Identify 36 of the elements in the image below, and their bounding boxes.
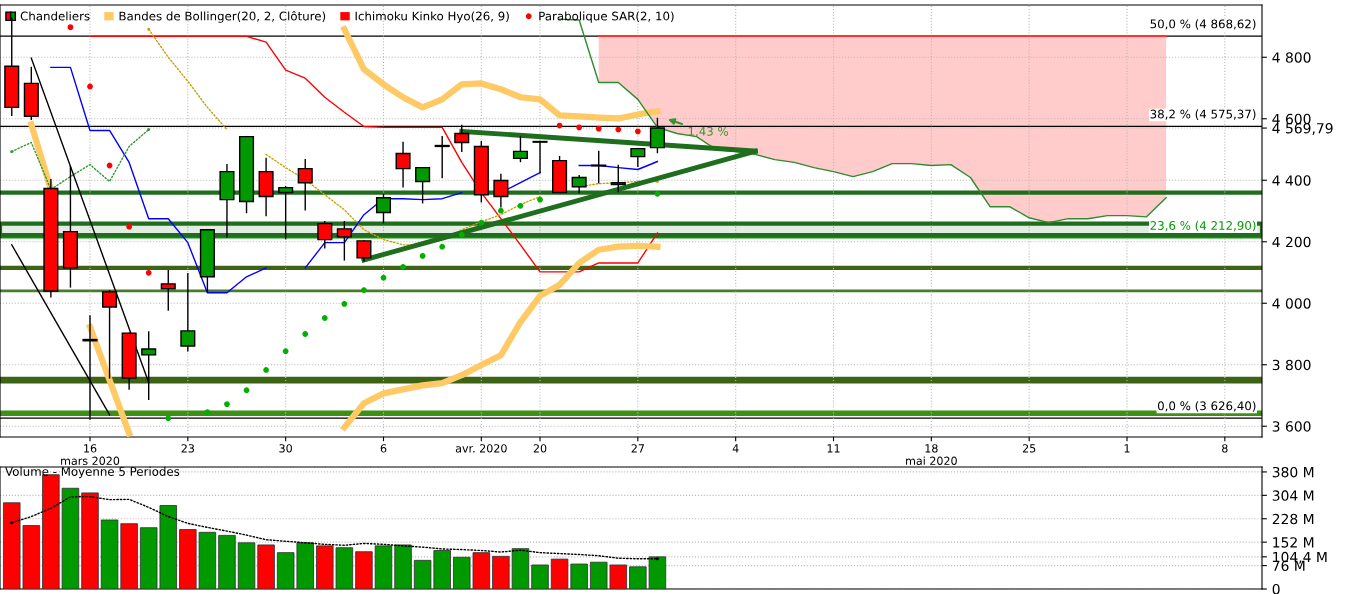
y-tick-label: 228 M	[1272, 513, 1314, 525]
y-tick-label: 3 800	[1272, 359, 1311, 371]
legend-label: Bandes de Bollinger(20, 2, Clôture)	[119, 10, 326, 23]
x-tick-label: 16 mars 2020	[61, 444, 120, 465]
x-tick-label: avr. 2020	[455, 444, 507, 453]
ref-line-label: 0,0 % (3 626,40)	[1157, 401, 1256, 412]
legend-label: Parabolique SAR(2, 10)	[539, 11, 674, 23]
ref-line-label: 23,6 % (4 212,90)	[1150, 220, 1256, 232]
y-tick-label: 4 400	[1272, 175, 1311, 186]
ref-line-label: 50,0 % (4 868,62)	[1150, 19, 1256, 30]
x-tick-label: 4	[732, 444, 739, 453]
x-tick-label: 8	[1222, 444, 1228, 453]
x-tick-label: 30	[279, 444, 292, 453]
y-tick-label: 3 600	[1272, 421, 1311, 432]
x-tick-label: 25	[1022, 444, 1036, 453]
y-tick-label: 304 M	[1272, 490, 1314, 501]
x-tick-label: 23	[181, 444, 195, 453]
y-tick-label: 4 569,79	[1272, 123, 1333, 135]
x-tick-label: 18 mai 2020	[906, 444, 957, 465]
y-tick-label: 152 M	[1273, 537, 1314, 548]
x-tick-label: 27	[631, 444, 644, 453]
y-tick-label: 4 200	[1272, 236, 1311, 248]
legend-label: Ichimoku Kinko Hyo(26, 9)	[355, 11, 509, 23]
ref-line-label: 38,2 % (4 575,37)	[1150, 109, 1256, 120]
chart-title: Volume - Moyenne 5 Periodes	[5, 466, 180, 479]
x-tick-label: 20	[533, 444, 547, 453]
y-tick-label: 4 600	[1272, 113, 1311, 125]
legend-label: Chandeliers	[20, 11, 90, 21]
y-tick-label: 380 M	[1272, 466, 1314, 478]
x-tick-label: 11	[827, 444, 840, 453]
y-tick-label: 4 800	[1272, 52, 1311, 63]
x-tick-label: 6	[380, 444, 387, 453]
y-tick-label: 4 000	[1272, 298, 1311, 309]
x-tick-label: 1	[1124, 444, 1130, 453]
annotation: 1,43 %	[688, 126, 729, 137]
y-tick-label: 0	[1272, 583, 1280, 594]
